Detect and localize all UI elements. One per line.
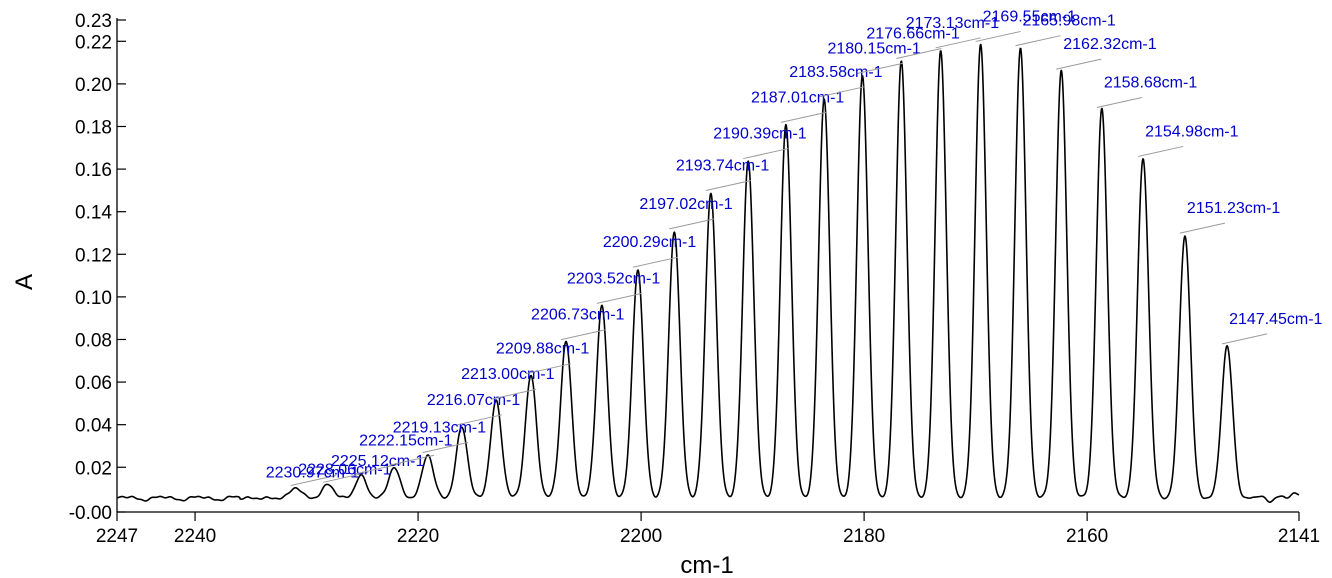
peak-leader — [560, 329, 607, 341]
y-tick-label: 0.22 — [75, 32, 112, 53]
peak-label: 2162.32cm-1 — [1063, 36, 1156, 53]
peak-label: 2190.39cm-1 — [713, 126, 806, 143]
y-tick-label: 0.02 — [75, 458, 112, 479]
peak-leader — [819, 86, 865, 98]
peak-leader — [935, 37, 981, 49]
peak-label: 2200.29cm-1 — [603, 234, 696, 251]
peak-label: 2147.45cm-1 — [1229, 311, 1322, 328]
peak-label: 2230.97cm-1 — [266, 465, 359, 482]
peak-leader — [491, 388, 537, 400]
y-tick-label: 0.10 — [75, 288, 112, 309]
x-tick-label: 2141 — [1278, 526, 1320, 547]
peak-label: 2206.73cm-1 — [531, 307, 624, 324]
peak-label: 2216.07cm-1 — [427, 392, 520, 409]
y-tick-label: 0.04 — [75, 416, 112, 437]
y-tick-label: 0.12 — [75, 245, 112, 266]
peak-label: 2169.55cm-1 — [983, 8, 1076, 25]
peak-label: 2219.13cm-1 — [393, 419, 486, 436]
peak-label: 2158.68cm-1 — [1104, 74, 1197, 91]
peak-label: 2154.98cm-1 — [1145, 123, 1238, 140]
peak-leader — [1015, 35, 1061, 47]
y-tick-label: 0.14 — [75, 203, 112, 224]
peak-label: 2180.15cm-1 — [827, 40, 920, 57]
peak-label: 2187.01cm-1 — [751, 89, 844, 106]
y-tick-label: 0.08 — [75, 330, 112, 351]
peak-leader — [705, 180, 752, 192]
x-tick-label: 2200 — [620, 526, 662, 547]
x-ticks: 2247 2240 2220 2200 2180 2160 2141 — [96, 512, 1320, 547]
x-tick-label: 2220 — [397, 526, 439, 547]
peak-leader — [1179, 222, 1226, 234]
x-tick-label: 2160 — [1066, 526, 1108, 547]
x-axis-title: cm-1 — [680, 552, 733, 578]
peak-label: 2165.98cm-1 — [1022, 13, 1115, 30]
y-tick-label: 0.20 — [75, 75, 112, 96]
peak-leader — [743, 148, 789, 160]
peak-label: 2193.74cm-1 — [676, 158, 769, 175]
peak-leader — [669, 218, 715, 230]
peak-leader — [1221, 333, 1268, 345]
peak-label: 2203.52cm-1 — [567, 270, 660, 287]
peak-leader — [1138, 145, 1184, 157]
peak-leader — [896, 47, 942, 59]
y-tick-label: 0.18 — [75, 117, 112, 138]
peak-label: 2151.23cm-1 — [1187, 200, 1280, 217]
x-tick-label: 2247 — [96, 526, 138, 547]
peak-leader — [355, 463, 402, 475]
y-tick-label: 0.16 — [75, 160, 112, 181]
peak-leader — [1096, 96, 1142, 108]
peak-leader — [632, 256, 678, 268]
peak-leader — [388, 454, 435, 466]
peak-leader — [525, 363, 572, 375]
peak-leader — [1056, 58, 1102, 70]
peak-label: 2225.12cm-1 — [331, 453, 424, 470]
peak-label: 2197.02cm-1 — [639, 196, 732, 213]
peak-label: 2209.88cm-1 — [496, 341, 589, 358]
peak-leader — [975, 30, 1021, 42]
y-tick-label: 0.23 — [75, 11, 112, 32]
peak-leader — [857, 62, 903, 74]
peak-leader — [422, 442, 468, 453]
peak-label: 2213.00cm-1 — [461, 366, 554, 383]
peak-label: 2228.06cm-1 — [298, 461, 391, 478]
y-tick-label: -0.00 — [69, 503, 112, 524]
spectrum-line — [116, 43, 1300, 503]
peak-leader — [780, 111, 827, 123]
peak-label: 2176.66cm-1 — [866, 25, 959, 42]
x-tick-label: 2180 — [843, 526, 885, 547]
y-axis-title: A — [11, 274, 38, 290]
peak-label: 2183.58cm-1 — [789, 64, 882, 81]
x-tick-label: 2240 — [174, 526, 216, 547]
y-tick-label: 0.06 — [75, 373, 112, 394]
y-ticks: -0.00 0.02 0.04 0.06 0.08 0.10 0.12 0.14 0.16 0.1… — [69, 11, 126, 524]
peak-leader — [456, 414, 503, 426]
axes — [116, 18, 1299, 513]
peak-leader — [596, 292, 642, 304]
peak-leader — [323, 471, 369, 483]
peak-label: 2173.13cm-1 — [906, 15, 999, 32]
peak-leader — [290, 475, 336, 486]
peak-label: 2222.15cm-1 — [359, 432, 452, 449]
